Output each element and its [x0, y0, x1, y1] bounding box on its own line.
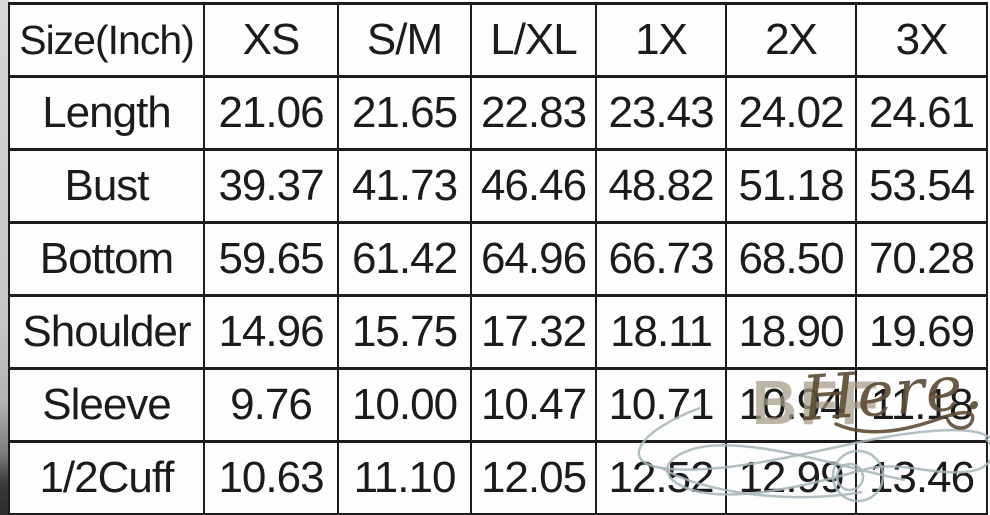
header-row: Size(Inch) XS S/M L/XL 1X 2X 3X	[8, 2, 988, 78]
row-label-bust: Bust	[8, 148, 205, 224]
row-label-bottom: Bottom	[8, 221, 205, 297]
cell-shoulder-3x: 19.69	[855, 294, 988, 370]
cell-bust-3x: 53.54	[855, 148, 988, 224]
column-header-1x: 1X	[595, 2, 727, 78]
row-label-sleeve: Sleeve	[8, 367, 205, 443]
cell-length-lxl: 22.83	[470, 75, 597, 151]
cell-halfcuff-sm: 11.10	[337, 440, 472, 515]
row-label-shoulder: Shoulder	[8, 294, 205, 370]
cell-shoulder-xs: 14.96	[203, 294, 339, 370]
cell-bottom-sm: 61.42	[337, 221, 472, 297]
cell-sleeve-xs: 9.76	[203, 367, 339, 443]
cell-sleeve-1x: 10.71	[595, 367, 727, 443]
cell-length-1x: 23.43	[595, 75, 727, 151]
cell-halfcuff-1x: 12.52	[595, 440, 727, 515]
cell-length-3x: 24.61	[855, 75, 988, 151]
cell-sleeve-sm: 10.00	[337, 367, 472, 443]
cell-sleeve-lxl: 10.47	[470, 367, 597, 443]
table-row-sleeve: Sleeve 9.76 10.00 10.47 10.71 10.94 11.1…	[8, 367, 988, 443]
cell-bust-sm: 41.73	[337, 148, 472, 224]
cell-halfcuff-xs: 10.63	[203, 440, 339, 515]
cell-bottom-2x: 68.50	[725, 221, 857, 297]
column-header-size-inch: Size(Inch)	[8, 2, 205, 78]
table-row-length: Length 21.06 21.65 22.83 23.43 24.02 24.…	[8, 75, 988, 151]
cell-shoulder-lxl: 17.32	[470, 294, 597, 370]
column-header-3x: 3X	[855, 2, 988, 78]
row-label-length: Length	[8, 75, 205, 151]
row-label-halfcuff: 1/2Cuff	[8, 440, 205, 515]
table-row-halfcuff: 1/2Cuff 10.63 11.10 12.05 12.52 12.99 13…	[8, 440, 988, 515]
cell-sleeve-2x: 10.94	[725, 367, 857, 443]
table-row-shoulder: Shoulder 14.96 15.75 17.32 18.11 18.90 1…	[8, 294, 988, 370]
cell-length-2x: 24.02	[725, 75, 857, 151]
cell-length-sm: 21.65	[337, 75, 472, 151]
cell-bottom-3x: 70.28	[855, 221, 988, 297]
cell-shoulder-1x: 18.11	[595, 294, 727, 370]
table-row-bottom: Bottom 59.65 61.42 64.96 66.73 68.50 70.…	[8, 221, 988, 297]
cell-bust-2x: 51.18	[725, 148, 857, 224]
cell-bust-1x: 48.82	[595, 148, 727, 224]
photo-background-strip	[0, 0, 9, 515]
cell-shoulder-2x: 18.90	[725, 294, 857, 370]
cell-length-xs: 21.06	[203, 75, 339, 151]
cell-bottom-xs: 59.65	[203, 221, 339, 297]
column-header-xs: XS	[203, 2, 339, 78]
size-chart-table: Size(Inch) XS S/M L/XL 1X 2X 3X Length 2…	[8, 2, 988, 515]
cell-sleeve-3x: 11.18	[855, 367, 988, 443]
cell-bust-lxl: 46.46	[470, 148, 597, 224]
cell-bottom-lxl: 64.96	[470, 221, 597, 297]
cell-halfcuff-3x: 13.46	[855, 440, 988, 515]
cell-bottom-1x: 66.73	[595, 221, 727, 297]
cell-halfcuff-2x: 12.99	[725, 440, 857, 515]
column-header-sm: S/M	[337, 2, 472, 78]
column-header-lxl: L/XL	[470, 2, 597, 78]
cell-shoulder-sm: 15.75	[337, 294, 472, 370]
column-header-2x: 2X	[725, 2, 857, 78]
table-row-bust: Bust 39.37 41.73 46.46 48.82 51.18 53.54	[8, 148, 988, 224]
cell-bust-xs: 39.37	[203, 148, 339, 224]
cell-halfcuff-lxl: 12.05	[470, 440, 597, 515]
